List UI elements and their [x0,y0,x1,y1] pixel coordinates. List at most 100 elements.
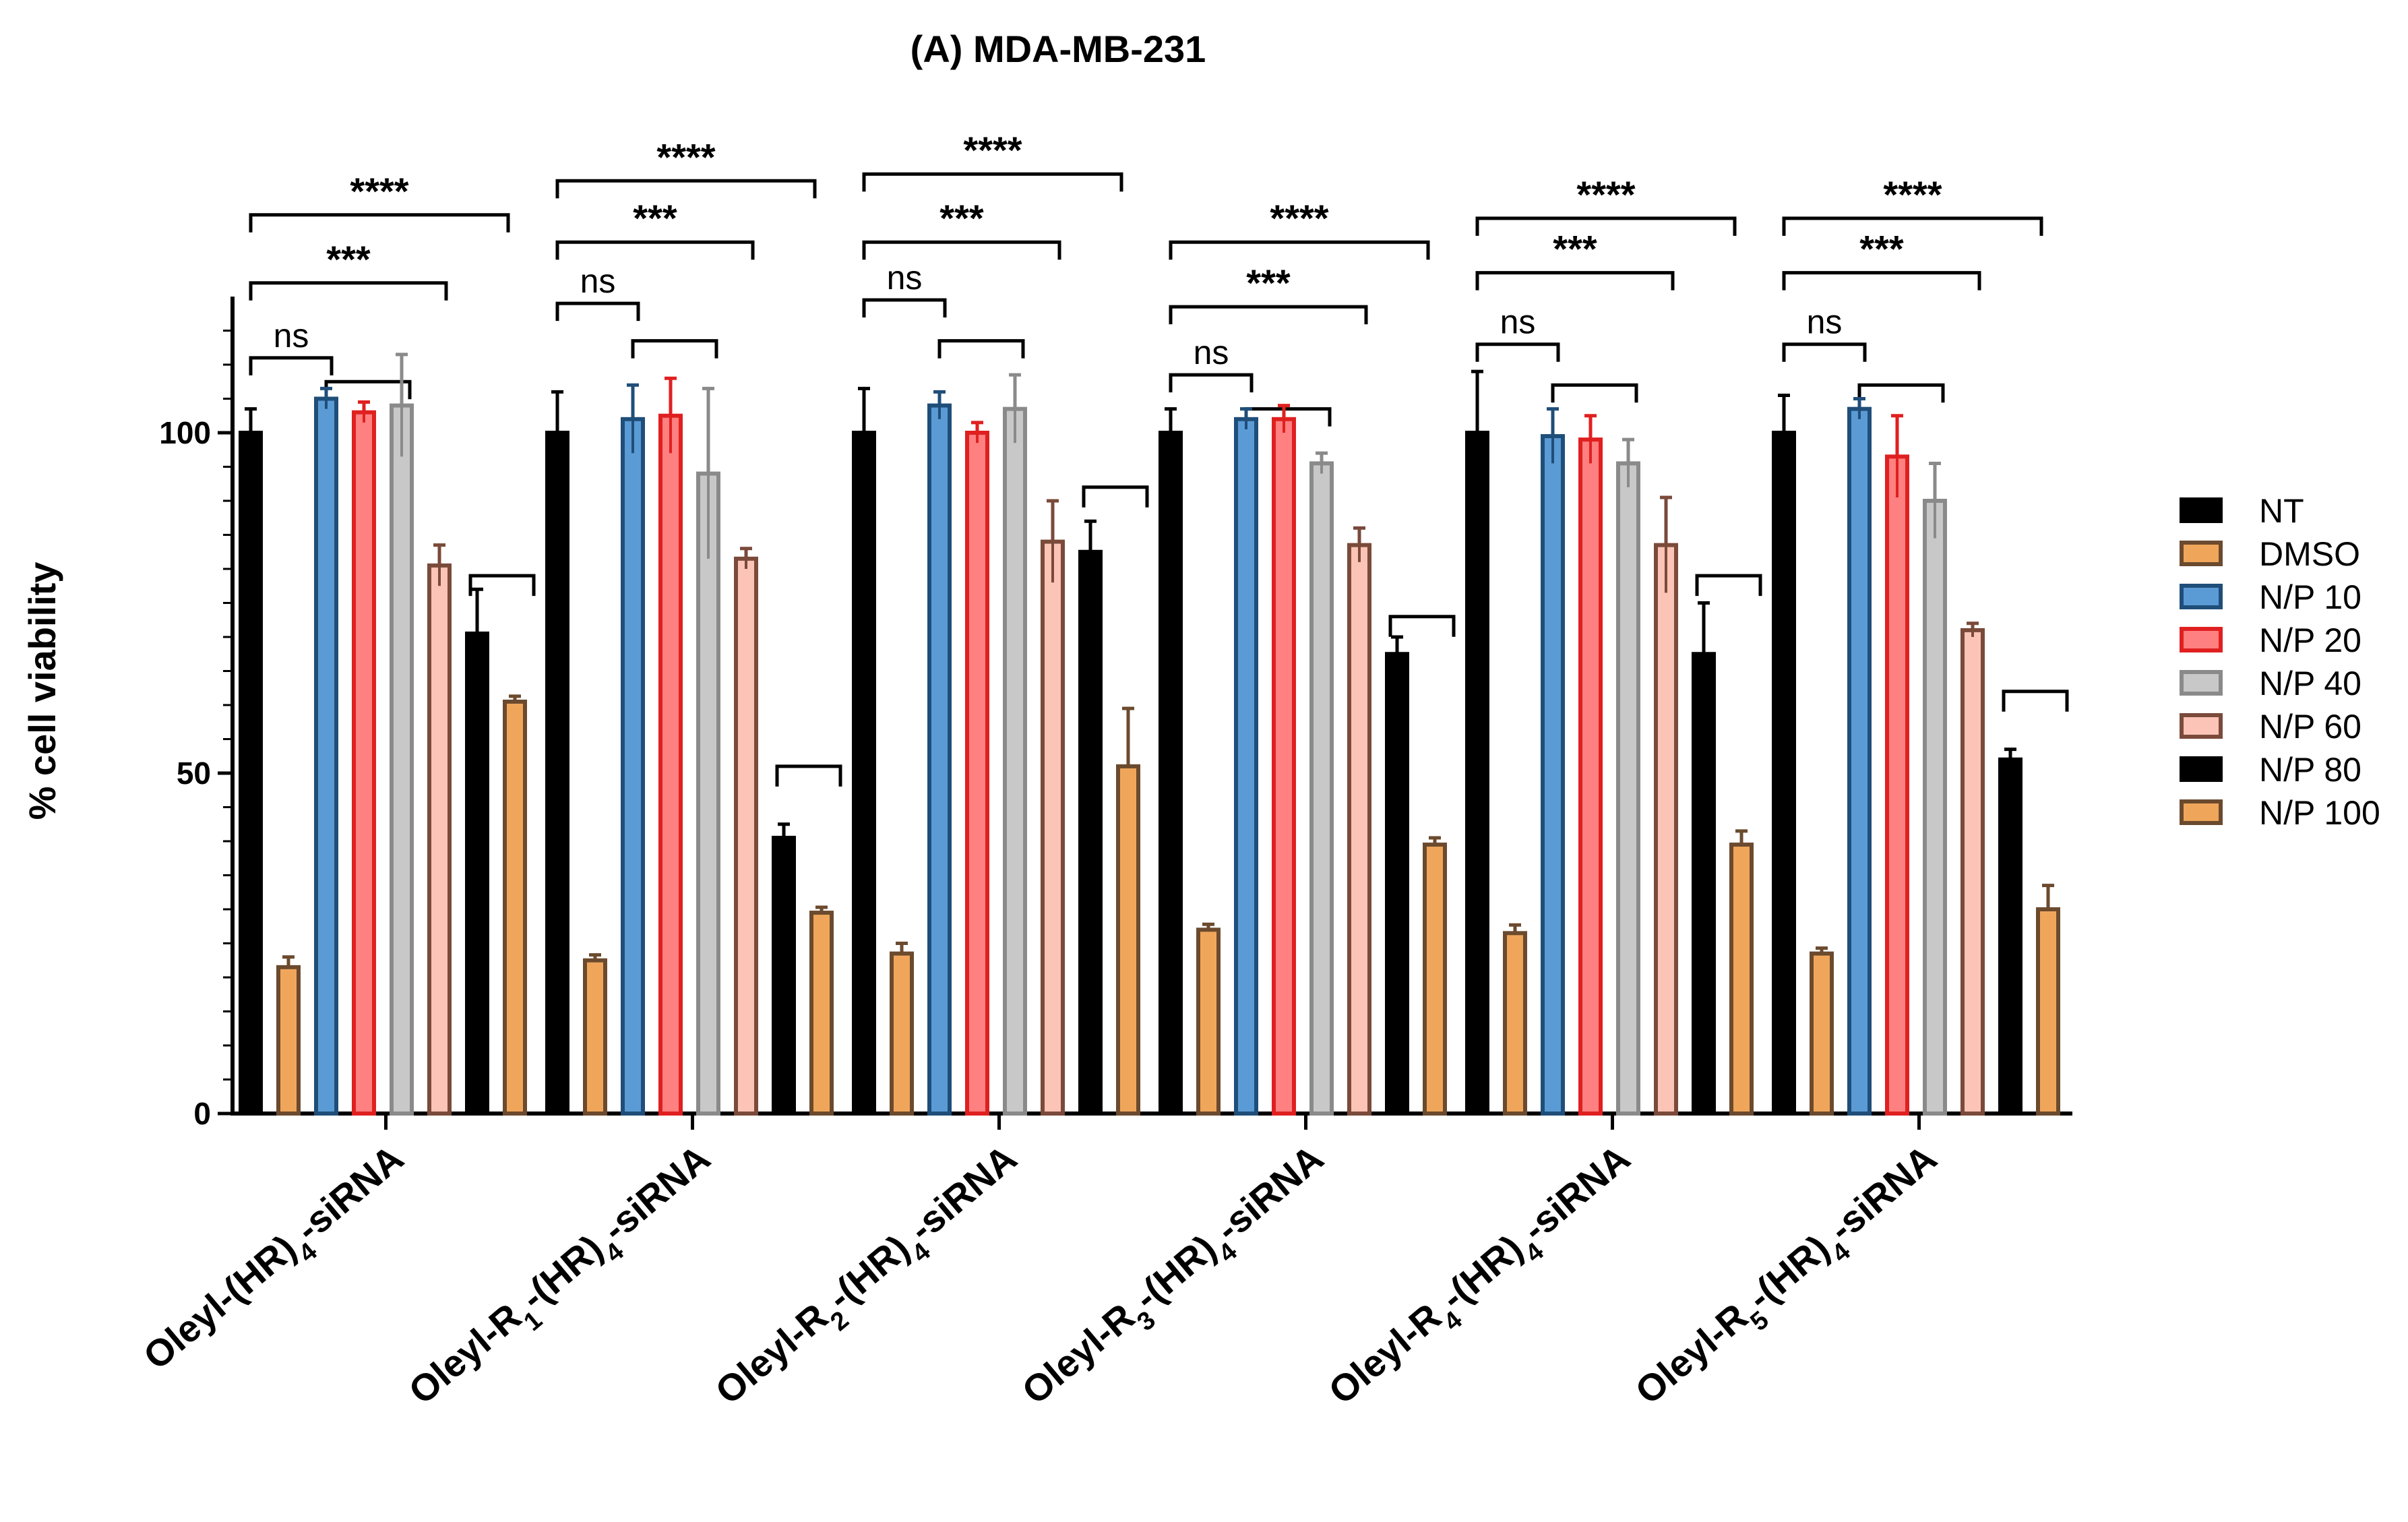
sig-bracket-pair [775,764,842,787]
x-tick-label: Oleyl-R4-(HR)4-siRNA [1320,1136,1645,1422]
bar [621,417,645,1116]
sig-bracket-four [1782,216,2043,236]
sig-bracket-four [249,213,510,233]
bar [927,403,952,1116]
sig-bracket-pair [1082,485,1149,508]
x-tick-text: Oleyl-R [1320,1295,1449,1412]
bar [734,556,758,1116]
x-tick-text: -siRNA [1821,1136,1945,1250]
x-tick-text: -(HR) [1433,1227,1531,1318]
sig-bracket-four [555,179,817,199]
sig-bracket-ns-label: ns [1194,334,1229,371]
bars [239,353,2060,1116]
sig-bracket-four-label: **** [350,170,408,212]
bar [1772,431,1796,1116]
bar [1998,757,2023,1116]
bar [1309,461,1334,1116]
legend-label: N/P 10 [2259,578,2361,616]
x-tick-text: -(HR) [513,1227,611,1318]
sig-bracket-three-label: *** [939,197,984,239]
sig-bracket-ns [1169,373,1254,393]
bar [696,471,720,1116]
sig-bracket-ns-label: ns [274,317,309,355]
bar [1196,927,1221,1116]
bar [1465,431,1489,1116]
bar [1272,417,1296,1116]
bar [809,911,834,1116]
legend-label: N/P 100 [2259,794,2380,832]
bar [1078,549,1103,1116]
legend-label: N/P 60 [2259,708,2361,745]
bar [465,631,489,1116]
sig-bracket-four-label: **** [1270,197,1328,239]
legend-swatch [2180,541,2223,566]
sig-bracket-four [1169,240,1430,260]
bar [1654,543,1678,1116]
y-tick-label: 0 [193,1096,211,1131]
sig-bracket-pair [1388,615,1456,637]
bar [1810,951,1834,1116]
bar [1503,931,1527,1116]
sig-bracket-ns [862,298,947,318]
x-tick-labels: Oleyl-(HR)4-siRNAOleyl-R1-(HR)4-siRNAOle… [135,1136,1952,1422]
legend-label: NT [2259,492,2304,530]
sig-bracket-three-label: *** [1553,228,1597,270]
sig-bracket-inner [1857,383,1945,403]
x-tick-text: Oleyl-R [1627,1295,1756,1412]
sig-bracket-three [1169,305,1368,325]
sig-bracket-three [249,281,448,301]
sig-bracket-four [1475,216,1737,236]
bar [1616,461,1640,1116]
x-tick-label: Oleyl-R5-(HR)4-siRNA [1627,1136,1952,1422]
bar [1541,434,1565,1116]
x-tick-label-group: Oleyl-R5-(HR)4-siRNA [1627,1136,1952,1422]
sig-bracket-inner [631,339,718,359]
x-tick-label-group: Oleyl-(HR)4-siRNA [135,1136,419,1387]
legend-label: N/P 40 [2259,665,2361,702]
bar [1961,628,1985,1116]
sig-bracket-four-label: **** [963,129,1022,171]
sig-bracket-inner [1551,383,1638,403]
bar [1692,652,1716,1116]
bar [1041,539,1065,1116]
x-tick-text: -siRNA [288,1136,412,1250]
x-tick-label-group: Oleyl-R2-(HR)4-siRNA [707,1136,1024,1412]
x-tick-label: Oleyl-(HR)4-siRNA [135,1136,419,1387]
bar [503,699,527,1116]
legend-swatch [2180,799,2223,825]
bar [2036,907,2060,1116]
sig-bracket-pair [1695,574,1762,597]
bar [352,410,376,1116]
sig-bracket-ns [249,356,334,375]
bar [1385,652,1409,1116]
bar [658,413,683,1116]
legend-swatch [2180,756,2223,782]
bar [583,958,607,1116]
sig-bracket-four-label: **** [1576,173,1635,216]
sig-bracket-three-label: *** [633,197,677,239]
bar [1578,437,1603,1116]
sig-bracket-three [1475,271,1675,291]
bar [965,431,989,1116]
sig-bracket-ns-label: ns [1500,303,1536,341]
legend-swatch [2180,713,2223,739]
sig-bracket-three [1782,271,1981,291]
legend-swatch [2180,584,2223,609]
sig-bracket-three [555,240,755,260]
sig-bracket-pair [2002,690,2069,712]
bar [314,396,338,1116]
sig-bracket-ns [555,301,640,322]
x-tick-text: -(HR) [820,1227,917,1318]
bar [1885,454,1909,1116]
x-tick-label: Oleyl-R1-(HR)4-siRNA [400,1136,725,1422]
legend-swatch [2180,627,2223,652]
x-tick-text: -siRNA [1514,1136,1638,1250]
x-tick-text: -(HR) [1126,1227,1224,1318]
x-tick-text: -siRNA [1208,1136,1332,1250]
sig-bracket-ns [1782,342,1867,362]
x-tick-label-group: Oleyl-R1-(HR)4-siRNA [400,1136,725,1422]
legend-swatch [2180,670,2223,696]
bar [1159,431,1183,1116]
legend: NT DMSO N/P 10 N/P 20 N/P 40 N/P 60 N/P 80 N/P … [2180,492,2380,832]
bar [545,431,569,1116]
